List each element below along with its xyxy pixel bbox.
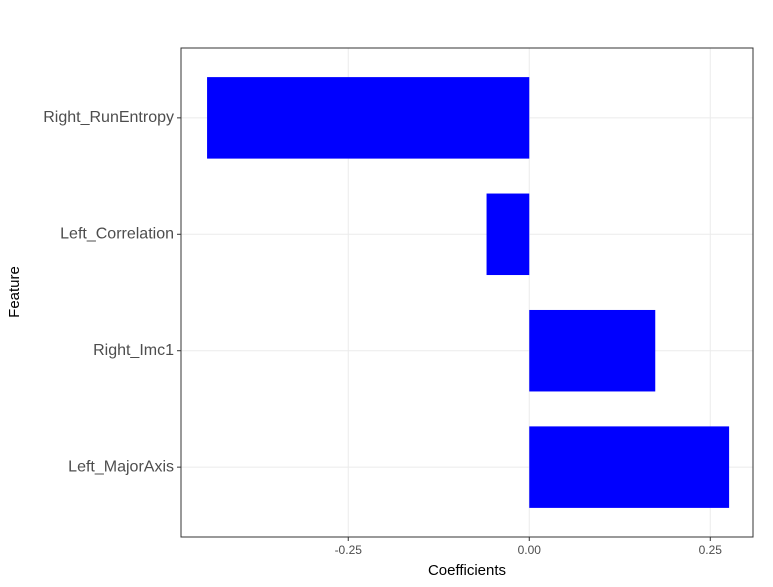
bar (486, 193, 530, 276)
bar (529, 426, 730, 508)
x-tick-label: 0.25 (699, 543, 723, 557)
y-tick-label: Right_RunEntropy (43, 109, 174, 126)
y-tick-label: Left_Correlation (60, 226, 174, 243)
x-axis-title: Coefficients (428, 562, 506, 579)
y-axis-title: Feature (6, 266, 23, 318)
y-tick-label: Left_MajorAxis (68, 458, 174, 475)
bar (207, 77, 530, 159)
bar (529, 309, 656, 392)
y-tick-label: Right_Imc1 (93, 342, 174, 359)
x-tick-label: -0.25 (335, 543, 363, 557)
plot-border (180, 47, 754, 538)
x-tick-label: 0.00 (518, 543, 542, 557)
